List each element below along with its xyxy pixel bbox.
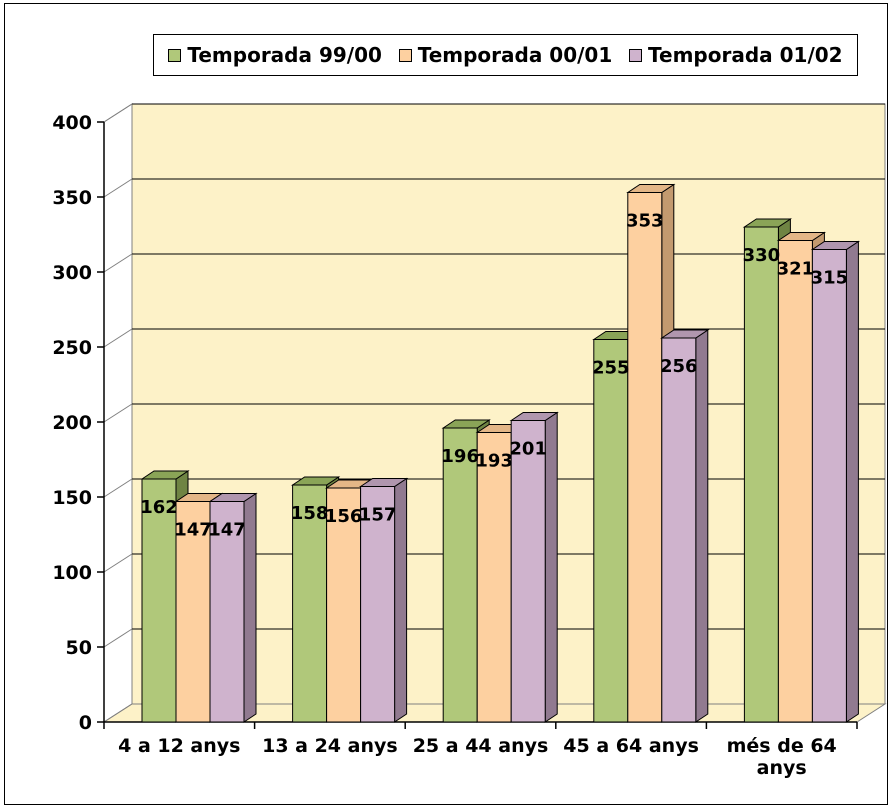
legend-label-series-0: Temporada 99/00: [187, 43, 382, 67]
bar: [326, 487, 362, 723]
legend-entry-series-0: Temporada 99/00: [168, 43, 382, 67]
data-label: 147: [174, 520, 212, 541]
data-label: 256: [660, 356, 698, 377]
axes: 0 50 100 150 200 250 300 350 400 4 a 12 anys 13 a …: [52, 112, 858, 779]
gridline-side: [103, 553, 133, 573]
bar: [510, 420, 546, 723]
data-label: 158: [291, 503, 329, 524]
data-label: 193: [475, 451, 513, 472]
data-labels: 1621471471581561571961932012553532563303…: [140, 211, 848, 541]
legend-label-series-1: Temporada 00/01: [417, 43, 613, 67]
y-tick-label: 350: [52, 187, 92, 209]
bar-side: [394, 477, 408, 723]
data-label: 196: [441, 446, 479, 467]
legend-swatch-series-2: [629, 48, 643, 62]
legend-swatch-series-0: [168, 48, 182, 62]
bar: [661, 337, 697, 723]
data-label: 201: [509, 439, 547, 460]
bar: [593, 339, 629, 723]
x-tick-label: més de 64 anys: [727, 735, 837, 779]
bar-side: [845, 240, 859, 723]
y-tick-label: 150: [52, 487, 92, 509]
gridline-side: [103, 703, 133, 723]
bar-side: [695, 329, 709, 723]
y-tick-label: 250: [52, 337, 92, 359]
data-label: 157: [359, 505, 397, 526]
x-tick-label: 25 a 44 anys: [413, 735, 549, 757]
data-label: 162: [140, 497, 178, 518]
gridline-side: [103, 478, 133, 498]
gridline-side: [103, 103, 133, 123]
data-label: 255: [592, 358, 630, 379]
data-label: 156: [325, 506, 363, 527]
x-tick-label: 45 a 64 anys: [563, 735, 699, 757]
y-tick-label: 200: [52, 412, 92, 434]
gridline-side: [103, 178, 133, 198]
bar: [743, 226, 779, 723]
gridline-side: [103, 328, 133, 348]
legend-swatch-series-1: [398, 48, 412, 62]
gridline-side: [103, 403, 133, 423]
bar: [292, 484, 328, 723]
y-tick-label: 0: [79, 712, 92, 734]
y-tick-label: 100: [52, 562, 92, 584]
legend-label-series-2: Temporada 01/02: [648, 43, 843, 67]
bar: [811, 249, 847, 723]
data-label: 321: [777, 259, 815, 280]
data-label: 315: [811, 268, 849, 289]
x-tick-label: 4 a 12 anys: [118, 735, 240, 757]
bar: [442, 427, 478, 723]
bar: [175, 501, 211, 723]
legend-entry-series-1: Temporada 00/01: [398, 43, 613, 67]
bar: [627, 192, 663, 723]
y-tick-label: 300: [52, 262, 92, 284]
y-tick-label: 400: [52, 112, 92, 134]
legend-entry-series-2: Temporada 01/02: [629, 43, 843, 67]
gridline-side: [103, 253, 133, 273]
bars: [140, 183, 861, 723]
y-tick-label: 50: [66, 637, 92, 659]
bar-side: [243, 492, 257, 723]
bar: [360, 486, 396, 723]
bar: [777, 240, 813, 723]
data-label: 330: [743, 245, 781, 266]
bar-side: [544, 411, 558, 723]
data-label: 353: [626, 211, 664, 232]
x-tick-label: 13 a 24 anys: [262, 735, 398, 757]
gridline-side: [103, 628, 133, 648]
data-label: 147: [208, 520, 246, 541]
bar: [476, 432, 512, 723]
bar: [141, 478, 177, 723]
bar: [209, 501, 245, 723]
legend: Temporada 99/00 Temporada 00/01 Temporad…: [153, 34, 858, 76]
